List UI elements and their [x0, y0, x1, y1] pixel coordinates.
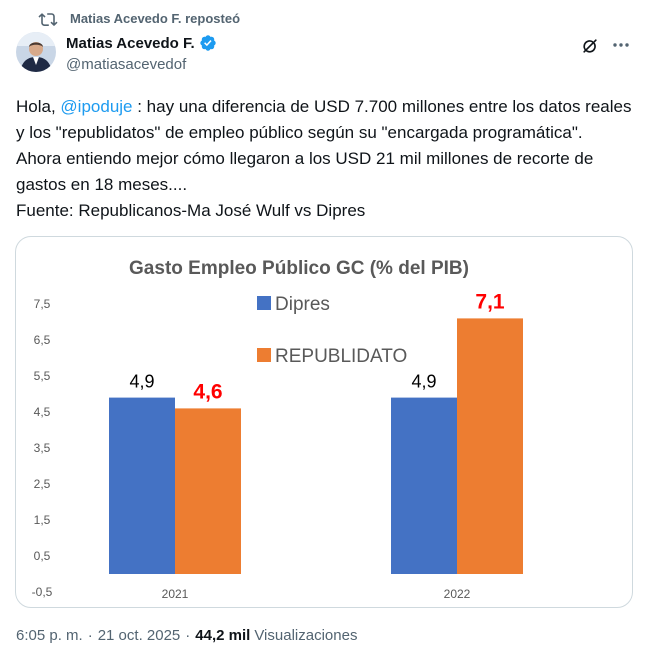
avatar-image — [16, 32, 56, 72]
ellipsis-icon — [613, 43, 629, 47]
author-name[interactable]: Matias Acevedo F. — [66, 34, 195, 52]
repost-indicator[interactable]: Matias Acevedo F. reposteó — [38, 8, 241, 28]
verified-badge-icon — [199, 35, 216, 51]
tweet-text: Hola, @ipoduje : hay una diferencia de U… — [16, 94, 636, 224]
bar-chart: Gasto Empleo Público GC (% del PIB) -0,5… — [32, 258, 523, 601]
mention-link[interactable]: @ipoduje — [60, 97, 133, 116]
views-count: 44,2 mil — [195, 627, 251, 644]
bar — [391, 397, 457, 574]
chart-image[interactable]: Gasto Empleo Público GC (% del PIB) -0,5… — [15, 236, 633, 608]
more-options-icon[interactable] — [610, 34, 632, 56]
grok-icon[interactable] — [580, 36, 600, 56]
data-label: 4,9 — [129, 372, 154, 392]
legend-swatch — [257, 348, 271, 362]
legend-swatch — [257, 296, 271, 310]
y-tick-label: 4,5 — [34, 405, 51, 419]
bar — [175, 408, 241, 574]
tweet-time[interactable]: 6:05 p. m. — [16, 627, 83, 644]
data-label: 4,9 — [411, 372, 436, 392]
chart-title: Gasto Empleo Público GC (% del PIB) — [129, 258, 469, 279]
x-tick-label: 2022 — [444, 587, 471, 601]
views-label: Visualizaciones — [254, 627, 358, 644]
y-tick-label: 0,5 — [34, 549, 51, 563]
y-tick-label: 3,5 — [34, 441, 51, 455]
y-tick-label: 6,5 — [34, 333, 51, 347]
y-tick-label: 5,5 — [34, 369, 51, 383]
repost-text: Matias Acevedo F. reposteó — [70, 10, 241, 26]
tweet-meta: 6:05 p. m. · 21 oct. 2025 · 44,2 mil Vis… — [16, 627, 357, 644]
author-name-row[interactable]: Matias Acevedo F. — [66, 34, 217, 52]
legend-label: Dipres — [275, 294, 330, 315]
y-tick-label: 1,5 — [34, 513, 51, 527]
author-handle[interactable]: @matiasacevedof — [66, 56, 187, 73]
separator: · — [87, 627, 93, 644]
bar — [109, 397, 175, 574]
legend-label: REPUBLIDATO — [275, 346, 407, 367]
separator: · — [185, 627, 191, 644]
y-tick-label: 7,5 — [34, 297, 51, 311]
tweet-date[interactable]: 21 oct. 2025 — [97, 627, 181, 644]
data-label: 4,6 — [193, 380, 222, 403]
data-label: 7,1 — [475, 290, 505, 313]
repost-icon — [38, 13, 58, 26]
avatar[interactable] — [16, 32, 56, 72]
x-tick-label: 2021 — [162, 587, 189, 601]
tweet-text-post: : hay una diferencia de USD 7.700 millon… — [16, 97, 632, 220]
y-tick-label: -0,5 — [32, 585, 53, 599]
tweet-text-pre: Hola, — [16, 97, 61, 116]
y-tick-label: 2,5 — [34, 477, 51, 491]
bar — [457, 318, 523, 574]
